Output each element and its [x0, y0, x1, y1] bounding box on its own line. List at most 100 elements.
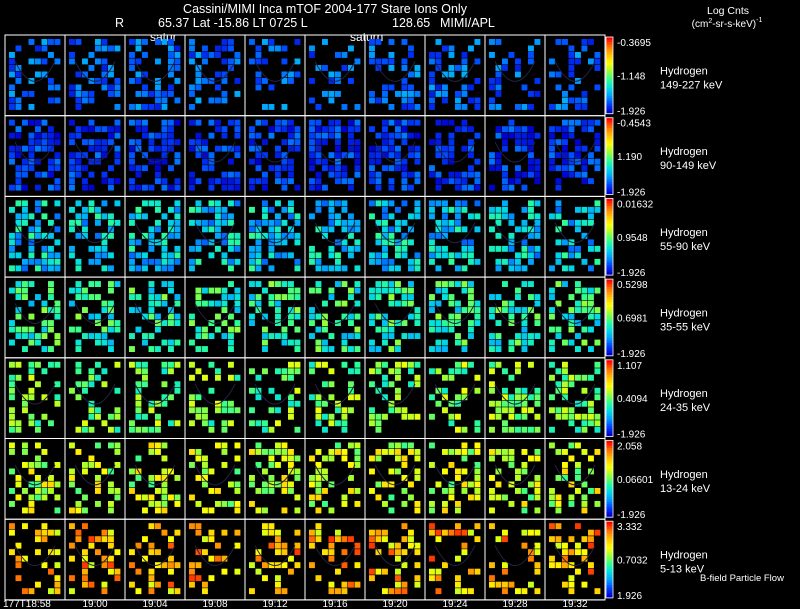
pixel-cell [322, 232, 328, 239]
pixel-cell [88, 281, 95, 287]
pixel-cell [9, 52, 15, 58]
pixel-cell [461, 71, 468, 78]
pixel-cell [309, 287, 315, 294]
pixel-cell [502, 300, 508, 307]
pixel-cell [455, 307, 461, 313]
pixel-cell [275, 281, 281, 287]
pixel-cell [474, 426, 481, 433]
colorbar-band [606, 431, 613, 435]
colorbar-band [606, 108, 613, 112]
pixel-cell [9, 549, 15, 556]
pixel-cell [455, 313, 461, 320]
pixel-cell [401, 245, 408, 252]
pixel-cell [414, 158, 421, 165]
pixel-cell [401, 39, 408, 45]
panel-r2-c5 [304, 195, 366, 278]
pixel-cell [249, 481, 255, 488]
panel-r4-c9 [544, 357, 606, 439]
pixel-cell [54, 178, 61, 185]
pixel-cell [148, 307, 155, 313]
pixel-cell [375, 252, 382, 259]
pixel-cell [408, 368, 414, 375]
pixel-cell [328, 200, 335, 207]
pixel-cell [234, 481, 241, 488]
pixel-cell [281, 542, 288, 549]
pixel-cell [335, 132, 341, 139]
pixel-cell [549, 287, 555, 294]
colorbar-border [605, 440, 614, 518]
pixel-cell [388, 226, 395, 233]
pixel-cell [495, 413, 502, 420]
pixel-cell [502, 184, 508, 191]
pixel-cell [414, 132, 421, 139]
pixel-cell [249, 178, 255, 185]
pixel-cell [268, 300, 275, 307]
pixel-cell [75, 91, 82, 97]
pixel-cell [408, 442, 414, 449]
pixel-cell [388, 52, 395, 58]
pixel-cell [401, 165, 408, 172]
pixel-cell [75, 39, 82, 45]
row-energy-label: 149-227 keV [660, 79, 723, 91]
pixel-cell [401, 119, 408, 126]
colorbar-band [606, 206, 613, 210]
pixel-cell [534, 91, 541, 97]
pixel-cell [388, 178, 395, 185]
pixel-cell [215, 206, 221, 213]
pixel-cell [508, 339, 515, 346]
pixel-cell [268, 45, 275, 52]
pixel-cell [502, 494, 508, 501]
pixel-cell [15, 287, 22, 294]
pixel-cell [69, 158, 75, 165]
pixel-cell [69, 91, 75, 97]
pixel-cell [202, 333, 208, 339]
pixel-cell [88, 536, 95, 543]
pixel-cell [489, 400, 495, 407]
pixel-cell [474, 462, 481, 468]
pixel-cell [401, 413, 408, 420]
pixel-cell [315, 449, 322, 455]
pixel-cell [382, 333, 388, 339]
pixel-cell [268, 219, 275, 226]
pixel-cell [108, 507, 114, 514]
field-line [74, 464, 116, 486]
pixel-cell [148, 333, 155, 339]
pixel-cell [234, 455, 241, 462]
pixel-cell [95, 413, 101, 420]
pixel-cell [168, 184, 174, 191]
colorbar-mid-label: 0.4094 [617, 394, 648, 405]
colorbar-band [606, 387, 613, 391]
pixel-cell [348, 132, 354, 139]
pixel-cell [174, 387, 181, 394]
pixel-cell [382, 481, 388, 488]
pixel-cell [528, 104, 534, 110]
pixel-cell [328, 265, 335, 272]
colorbar-band [606, 590, 613, 594]
pixel-cell [9, 206, 15, 213]
pixel-cell [75, 200, 82, 207]
pixel-cell [142, 232, 148, 239]
pixel-cell [69, 84, 75, 91]
pixel-cell [581, 326, 588, 333]
pixel-cell [455, 507, 461, 514]
colorbar-band [606, 486, 613, 490]
pixel-cell [234, 258, 241, 265]
pixel-cell [382, 91, 388, 97]
pixel-cell [369, 126, 375, 133]
pixel-cell [348, 581, 354, 588]
pixel-cell [461, 265, 468, 272]
pixel-cell [135, 326, 142, 333]
field-line [374, 222, 416, 244]
pixel-cell [69, 178, 75, 185]
pixel-cell [208, 575, 215, 582]
pixel-cell [148, 449, 155, 455]
pixel-cell [562, 313, 568, 320]
pixel-cell [369, 145, 375, 152]
pixel-cell [549, 165, 555, 172]
pixel-cell [82, 426, 88, 433]
pixel-cell [401, 475, 408, 481]
pixel-cell [41, 300, 48, 307]
colorbar-band [606, 345, 613, 349]
pixel-cell [515, 387, 521, 394]
